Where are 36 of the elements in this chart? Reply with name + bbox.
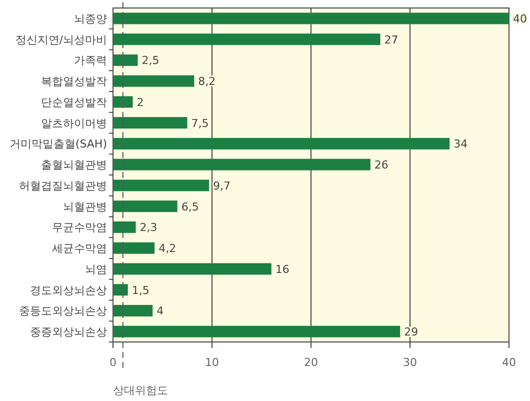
data-label: 2,3 bbox=[140, 221, 158, 234]
y-tick-label: 뇌염 bbox=[85, 262, 107, 276]
data-label: 6,5 bbox=[181, 200, 199, 214]
y-tick-label: 단순열성발작 bbox=[41, 96, 107, 109]
x-tick-label: 40 bbox=[502, 356, 516, 369]
y-tick-label: 뇌종양 bbox=[74, 12, 107, 26]
data-label: 1,5 bbox=[132, 284, 150, 297]
y-tick-label: 중증외상뇌손상 bbox=[30, 326, 107, 339]
data-label: 4 bbox=[156, 304, 164, 318]
y-tick-label: 거미막밑출혈(SAH) bbox=[9, 138, 107, 151]
data-label: 7,5 bbox=[191, 116, 209, 130]
data-label: 2 bbox=[136, 96, 144, 109]
y-tick-label: 무균수막염 bbox=[52, 221, 107, 234]
y-tick-label: 경도외상뇌손상 bbox=[30, 284, 107, 297]
x-axis-title: 상대위험도 bbox=[113, 384, 168, 397]
data-label: 2,5 bbox=[142, 54, 160, 68]
data-label: 34 bbox=[454, 138, 468, 151]
data-label: 27 bbox=[384, 33, 398, 46]
y-tick-label: 세균수막염 bbox=[52, 242, 107, 256]
data-label: 40 bbox=[513, 12, 527, 26]
x-tick-label: 10 bbox=[205, 356, 219, 369]
data-label: 26 bbox=[374, 158, 388, 172]
y-tick-label: 가족력 bbox=[74, 54, 107, 68]
x-tick-label: 0 bbox=[110, 356, 116, 369]
y-tick-label: 알츠하이머병 bbox=[41, 116, 107, 130]
y-tick-label: 뇌혈관병 bbox=[63, 200, 107, 214]
data-label: 4,2 bbox=[158, 242, 176, 256]
y-tick-label: 허혈겹질뇌혈관병 bbox=[19, 179, 107, 192]
data-label: 9,7 bbox=[213, 179, 231, 192]
y-tick-label: 복합열성발작 bbox=[41, 75, 107, 88]
x-tick-label: 30 bbox=[403, 356, 417, 369]
y-tick-label: 출혈뇌혈관병 bbox=[41, 158, 107, 172]
y-tick-label: 정신지연/뇌성마비 bbox=[15, 33, 107, 46]
x-tick-label: 20 bbox=[304, 356, 318, 369]
data-label: 16 bbox=[275, 262, 290, 276]
y-tick-label: 중등도외상뇌손상 bbox=[19, 304, 107, 318]
